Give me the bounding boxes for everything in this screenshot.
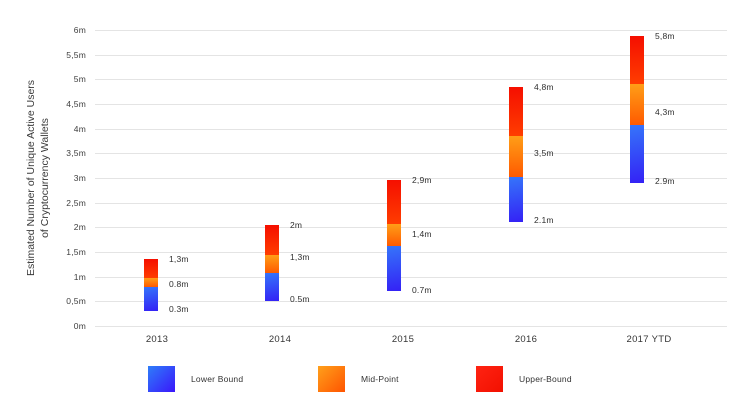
bar-2014-mid_point-segment[interactable] xyxy=(265,255,279,273)
gridline-3m xyxy=(95,178,727,179)
y-tick-label: 4,5m xyxy=(66,99,86,109)
gridline-1,5m xyxy=(95,252,727,253)
bar-2015-mid_point-segment[interactable] xyxy=(387,223,401,247)
x-tick-label-2014: 2014 xyxy=(268,334,292,345)
data-label-lower-2015: 0.7m xyxy=(412,284,432,295)
bar-2013-upper_bound-segment[interactable] xyxy=(144,259,158,279)
data-label-upper-2016: 4,8m xyxy=(534,82,554,93)
bar-2016-mid_point-segment[interactable] xyxy=(509,136,523,177)
data-label-mid-2013: 0.8m xyxy=(169,279,189,290)
bar-2013-lower_bound-segment[interactable] xyxy=(144,286,158,312)
bar-2015-upper_bound-segment[interactable] xyxy=(387,180,401,224)
gridline-4m xyxy=(95,128,727,130)
y-tick-label: 4m xyxy=(73,123,86,134)
data-label-upper-2017-ytd: 5,8m xyxy=(655,31,675,42)
bar-2016-lower_bound-segment[interactable] xyxy=(509,176,523,223)
x-tick-label-2017-ytd: 2017 YTD xyxy=(626,334,672,345)
data-label-upper-2013: 1,3m xyxy=(169,254,189,265)
data-label-lower-2013: 0.3m xyxy=(169,304,189,315)
data-label-mid-2015: 1,4m xyxy=(412,228,432,239)
data-label-lower-2016: 2.1m xyxy=(534,215,554,226)
legend-label-lower_bound: Lower Bound xyxy=(191,374,244,384)
bar-2017-ytd-upper_bound-segment[interactable] xyxy=(630,36,644,84)
legend-item-mid_point[interactable]: Mid-Point xyxy=(318,366,478,392)
y-tick-label: 2m xyxy=(73,222,86,233)
data-label-mid-2017-ytd: 4,3m xyxy=(655,107,675,118)
gridline-0m xyxy=(95,326,727,327)
data-label-mid-2016: 3,5m xyxy=(534,148,554,159)
bar-2017-ytd-mid_point-segment[interactable] xyxy=(630,83,644,126)
y-tick-label: 0m xyxy=(73,321,86,331)
legend-swatch-mid_point xyxy=(318,366,345,392)
bar-2016-upper_bound-segment[interactable] xyxy=(509,87,523,137)
bar-2014-upper_bound-segment[interactable] xyxy=(265,225,279,256)
gridline-5,5m xyxy=(95,54,727,56)
x-tick-label-2013: 2013 xyxy=(145,334,169,345)
gridline-0,5m xyxy=(95,301,727,303)
data-label-mid-2014: 1,3m xyxy=(290,251,310,262)
bar-2014-lower_bound-segment[interactable] xyxy=(265,272,279,302)
legend-item-lower_bound[interactable]: Lower Bound xyxy=(148,366,308,392)
y-tick-label: 6m xyxy=(73,25,86,35)
bar-2017-ytd-lower_bound-segment[interactable] xyxy=(630,125,644,183)
data-label-upper-2015: 2,9m xyxy=(412,175,432,186)
data-label-lower-2014: 0.5m xyxy=(290,293,310,304)
y-tick-label: 1m xyxy=(73,271,86,282)
gridline-3,5m xyxy=(95,153,727,155)
gridline-2m xyxy=(95,227,727,229)
gridline-1m xyxy=(95,276,727,278)
legend-item-upper_bound[interactable]: Upper-Bound xyxy=(476,366,636,392)
bar-2013-mid_point-segment[interactable] xyxy=(144,278,158,287)
y-tick-label: 3,5m xyxy=(66,148,86,159)
legend-label-mid_point: Mid-Point xyxy=(361,374,399,384)
y-tick-label: 2,5m xyxy=(66,197,86,208)
data-label-upper-2014: 2m xyxy=(290,220,303,231)
y-tick-label: 3m xyxy=(73,173,86,183)
gridline-4,5m xyxy=(95,104,727,105)
y-tick-label: 0,5m xyxy=(66,296,86,307)
y-tick-label: 1,5m xyxy=(66,247,86,257)
legend-label-upper_bound: Upper-Bound xyxy=(519,374,572,384)
x-tick-label-2015: 2015 xyxy=(391,334,415,345)
gridline-6m xyxy=(95,30,727,31)
bar-2015-lower_bound-segment[interactable] xyxy=(387,246,401,292)
legend-swatch-lower_bound xyxy=(148,366,175,392)
legend-swatch-upper_bound xyxy=(476,366,503,392)
data-label-lower-2017-ytd: 2.9m xyxy=(655,176,675,187)
y-tick-label: 5m xyxy=(73,74,86,85)
y-tick-label: 5,5m xyxy=(66,49,86,60)
gridline-2,5m xyxy=(95,202,727,204)
x-tick-label-2016: 2016 xyxy=(514,334,538,345)
gridline-5m xyxy=(95,79,727,81)
